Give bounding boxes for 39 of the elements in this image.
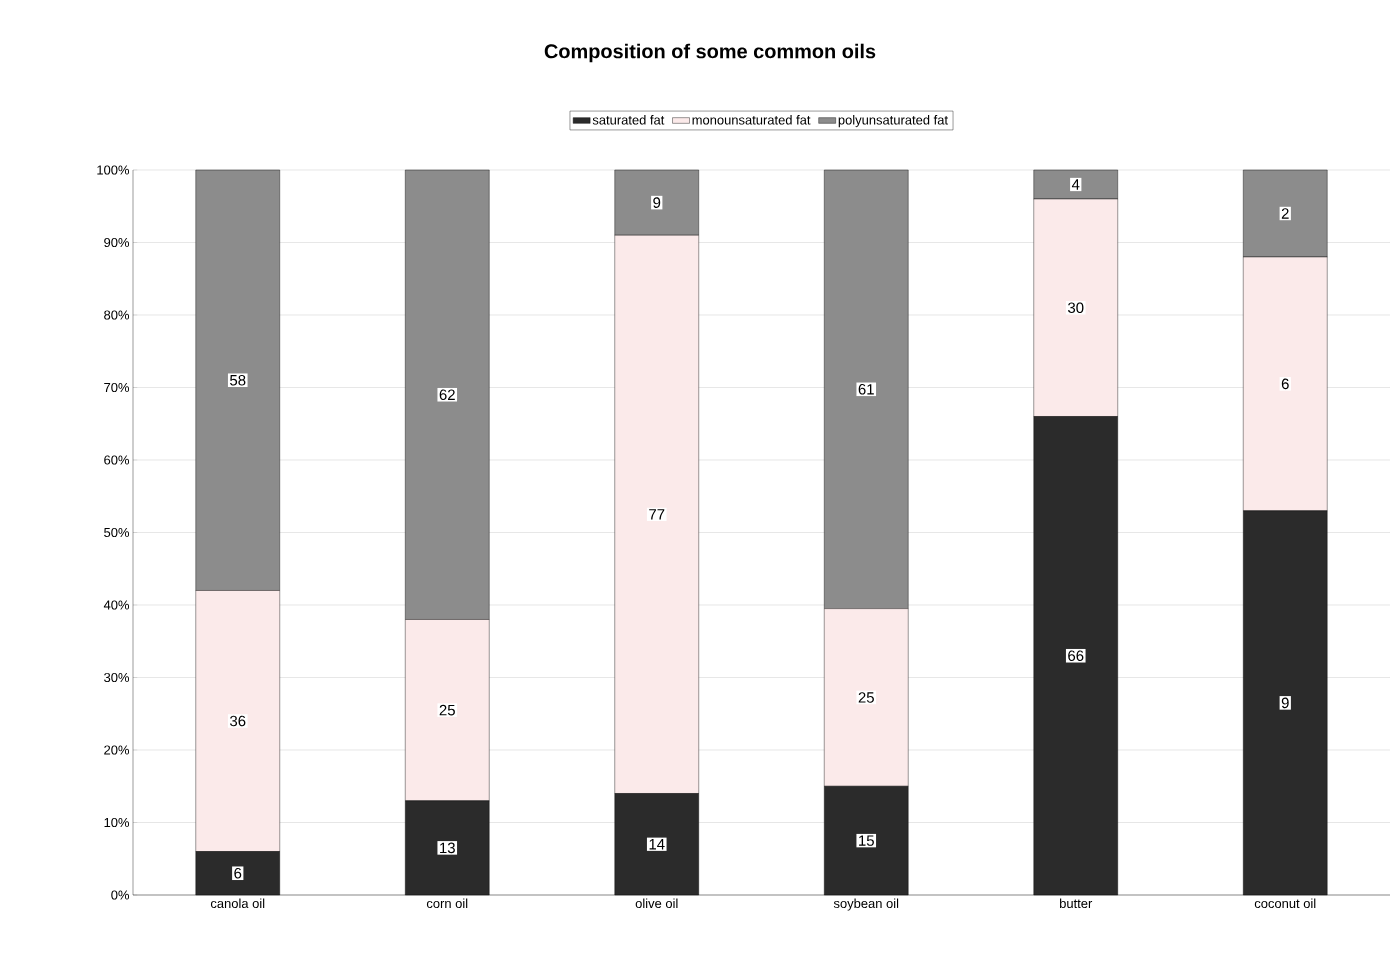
legend-label: saturated fat (592, 115, 665, 125)
legend-label: polyunsaturated fat (838, 115, 948, 128)
annotation: 2 (1281, 208, 1289, 219)
data-label: 30 (1068, 302, 1084, 314)
chart-title: Composition of some common oils (544, 43, 876, 63)
data-label: 62 (439, 389, 455, 401)
data-label: 61 (858, 384, 874, 395)
y-tick-label: 40% (103, 600, 130, 610)
y-tick-label: 50% (104, 527, 130, 538)
y-tick-label: 0% (111, 890, 130, 900)
y-tick-label: 60% (104, 455, 130, 465)
y-tick-label: 90% (104, 237, 130, 248)
annotation: 6 (1281, 378, 1289, 390)
y-tick-label: 20% (104, 745, 130, 755)
legend-label: monounsaturated fat (692, 115, 811, 125)
data-label: 14 (649, 839, 665, 850)
data-label: 25 (439, 704, 455, 716)
x-tick-label: coconut oil (1254, 898, 1316, 909)
x-tick-label: soybean oil (833, 898, 899, 911)
annotation: 9 (1281, 697, 1289, 709)
x-tick-label: olive oil (635, 898, 678, 909)
data-label: 25 (858, 692, 874, 703)
x-tick-label: canola oil (210, 898, 265, 909)
data-label: 58 (230, 374, 246, 386)
data-label: 36 (230, 715, 246, 727)
data-label: 77 (649, 509, 665, 520)
data-label: 15 (859, 835, 874, 846)
data-label: 13 (440, 842, 455, 854)
y-tick-label: 10% (104, 817, 130, 828)
data-label: 4 (1071, 179, 1080, 190)
data-label: 9 (653, 197, 661, 208)
data-label: 6 (234, 867, 242, 879)
y-tick-label: 30% (104, 672, 130, 683)
data-label: 66 (1068, 650, 1084, 662)
y-tick-label: 70% (104, 382, 130, 393)
y-tick-label: 100% (97, 165, 130, 175)
x-tick-label: butter (1060, 898, 1093, 909)
y-tick-label: 80% (104, 310, 130, 320)
x-tick-label: corn oil (426, 898, 468, 909)
